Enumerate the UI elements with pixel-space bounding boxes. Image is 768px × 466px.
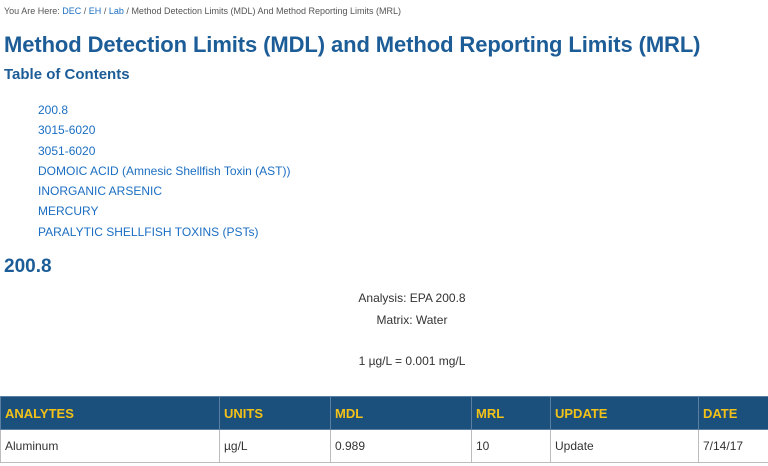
column-header-update: UPDATE bbox=[550, 396, 699, 430]
mdl-table: ANALYTES UNITS MDL MRL UPDATE DATE Alumi… bbox=[0, 396, 768, 463]
toc-link-3051-6020[interactable]: 3051-6020 bbox=[38, 143, 96, 158]
column-header-units: UNITS bbox=[219, 396, 331, 430]
toc-item: MERCURY bbox=[38, 201, 291, 221]
toc-list: 200.8 3015-6020 3051-6020 DOMOIC ACID (A… bbox=[38, 100, 291, 242]
cell-analyte: Aluminum bbox=[0, 429, 220, 463]
breadcrumb-link-lab[interactable]: Lab bbox=[108, 6, 124, 16]
toc-item: INORGANIC ARSENIC bbox=[38, 181, 291, 201]
table-row: Aluminum µg/L 0.989 10 Update 7/14/17 bbox=[0, 429, 768, 463]
breadcrumb-link-dec[interactable]: DEC bbox=[62, 6, 82, 16]
toc-item: 3015-6020 bbox=[38, 120, 291, 140]
analysis-text: Analysis: EPA 200.8 bbox=[358, 291, 466, 305]
breadcrumb-prefix: You Are Here: bbox=[4, 6, 60, 16]
toc-item: 200.8 bbox=[38, 100, 291, 120]
breadcrumb-current: Method Detection Limits (MDL) And Method… bbox=[131, 6, 402, 16]
toc-link-3015-6020[interactable]: 3015-6020 bbox=[38, 123, 96, 138]
cell-units: µg/L bbox=[219, 429, 331, 463]
toc-link-inorganic-arsenic[interactable]: INORGANIC ARSENIC bbox=[38, 184, 163, 199]
matrix-text: Matrix: Water bbox=[376, 313, 448, 327]
table-header-row: ANALYTES UNITS MDL MRL UPDATE DATE bbox=[0, 396, 768, 430]
page-title: Method Detection Limits (MDL) and Method… bbox=[4, 32, 701, 57]
toc-item: PARALYTIC SHELLFISH TOXINS (PSTs) bbox=[38, 222, 291, 242]
breadcrumb-separator: / bbox=[126, 6, 129, 16]
section-heading: 200.8 bbox=[4, 256, 52, 277]
breadcrumb-separator: / bbox=[83, 6, 87, 16]
cell-update: Update bbox=[550, 429, 699, 463]
column-header-date: DATE bbox=[698, 396, 768, 430]
breadcrumb: You Are Here: DEC / EH / Lab / Method De… bbox=[4, 6, 401, 16]
toc-item: 3051-6020 bbox=[38, 141, 291, 161]
cell-mrl: 10 bbox=[471, 429, 551, 463]
breadcrumb-separator: / bbox=[103, 6, 107, 16]
column-header-analytes: ANALYTES bbox=[0, 396, 220, 430]
toc-item: DOMOIC ACID (Amnesic Shellfish Toxin (AS… bbox=[38, 161, 291, 181]
toc-link-paralytic-shellfish-toxins[interactable]: PARALYTIC SHELLFISH TOXINS (PSTs) bbox=[38, 224, 259, 239]
toc-link-mercury[interactable]: MERCURY bbox=[38, 204, 99, 219]
cell-date: 7/14/17 bbox=[698, 429, 768, 463]
unit-conversion-text: 1 µg/L = 0.001 mg/L bbox=[358, 354, 466, 368]
cell-mdl: 0.989 bbox=[330, 429, 472, 463]
toc-link-200-8[interactable]: 200.8 bbox=[38, 103, 69, 117]
toc-title: Table of Contents bbox=[4, 66, 130, 83]
toc-link-domoic-acid[interactable]: DOMOIC ACID (Amnesic Shellfish Toxin (AS… bbox=[38, 163, 291, 178]
column-header-mrl: MRL bbox=[471, 396, 551, 430]
column-header-mdl: MDL bbox=[330, 396, 472, 430]
breadcrumb-link-eh[interactable]: EH bbox=[88, 6, 102, 16]
